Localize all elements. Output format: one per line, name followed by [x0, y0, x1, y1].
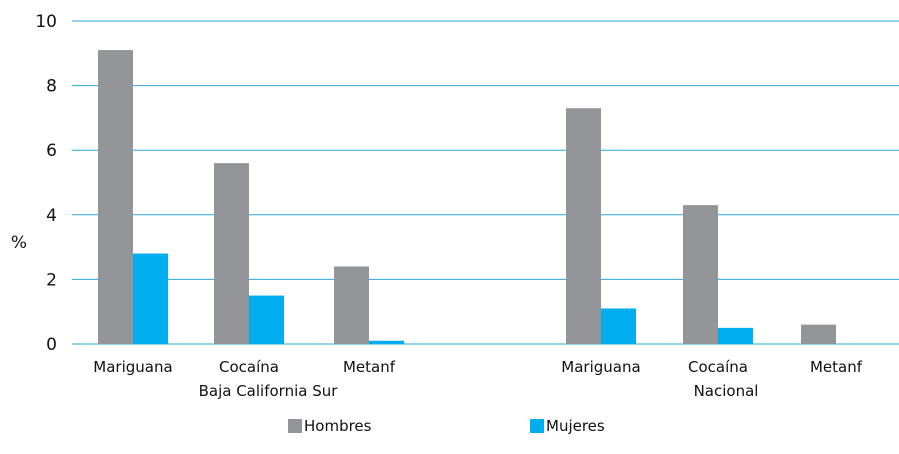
bar-hombres-nacional-mariguana	[566, 108, 601, 345]
legend-swatch-mujeres	[530, 419, 544, 433]
legend-label-hombres: Hombres	[304, 417, 372, 435]
x-category-label: Metanf	[810, 358, 863, 376]
y-tick-label: 10	[35, 12, 57, 32]
gridlines	[72, 20, 899, 345]
x-category-label: Mariguana	[93, 358, 172, 376]
x-category-label: Mariguana	[561, 358, 640, 376]
y-axis-label: %	[11, 233, 27, 253]
legend-swatch-hombres	[288, 419, 302, 433]
bar-hombres-nacional-metanf	[801, 324, 836, 344]
bar-hombres-baja-california-sur-cocaina	[214, 163, 249, 344]
y-tick-label: 2	[46, 270, 57, 290]
x-category-labels: Mariguana Cocaína Metanf Mariguana Cocaína Me…	[93, 358, 862, 376]
y-tick-label: 0	[46, 335, 57, 355]
legend-label-mujeres: Mujeres	[546, 417, 605, 435]
bars	[98, 50, 836, 345]
x-category-label: Metanf	[343, 358, 396, 376]
group-label-nacional: Nacional	[694, 382, 759, 400]
bar-mujeres-baja-california-sur-cocaina	[249, 295, 284, 344]
legend: Hombres Mujeres	[288, 417, 605, 435]
bar-mujeres-nacional-cocaina	[718, 327, 753, 344]
bar-hombres-nacional-cocaina	[683, 205, 718, 344]
bar-mujeres-baja-california-sur-metanf	[369, 340, 404, 344]
bar-hombres-baja-california-sur-mariguana	[98, 50, 133, 344]
y-tick-label: 4	[46, 206, 57, 226]
y-tick-label: 8	[46, 77, 57, 97]
bar-hombres-baja-california-sur-metanf	[334, 266, 369, 344]
y-tick-labels: 0 2 4 6 8 10	[35, 12, 57, 355]
bar-mujeres-baja-california-sur-mariguana	[133, 253, 168, 344]
group-labels: Baja California Sur Nacional	[199, 382, 759, 400]
group-label-baja-california-sur: Baja California Sur	[199, 382, 339, 400]
x-category-label: Cocaína	[219, 358, 279, 376]
y-tick-label: 6	[46, 141, 57, 161]
bar-mujeres-nacional-mariguana	[601, 308, 636, 344]
x-category-label: Cocaína	[688, 358, 748, 376]
